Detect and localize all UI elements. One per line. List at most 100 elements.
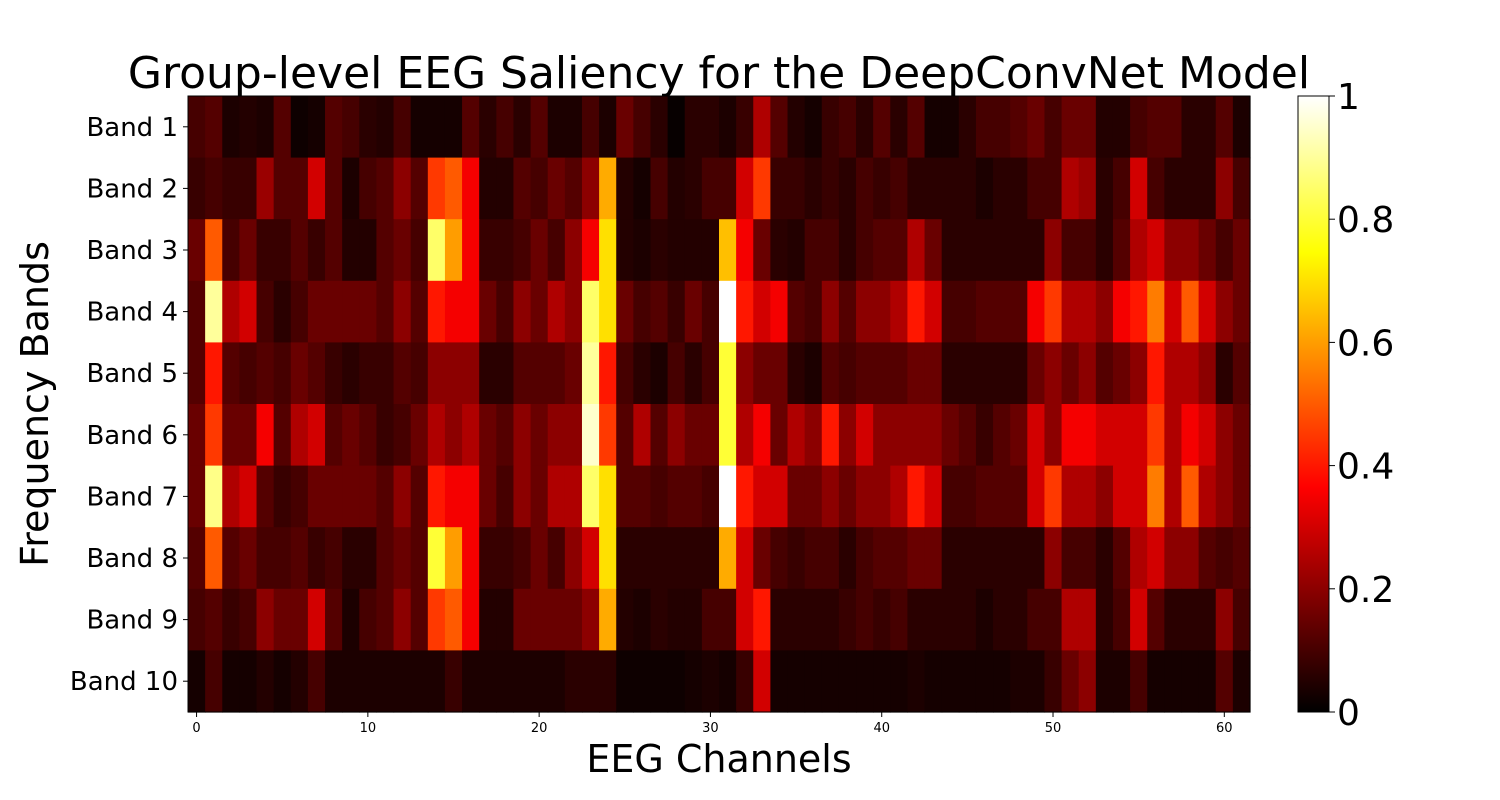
heatmap-cell	[1095, 404, 1114, 467]
heatmap-cell	[1027, 157, 1046, 220]
heatmap-cell	[873, 650, 891, 713]
heatmap-cell	[770, 404, 789, 467]
heatmap-cell	[530, 650, 549, 713]
heatmap-cell	[821, 650, 840, 713]
heatmap-cell	[1164, 527, 1183, 590]
heatmap-cell	[239, 650, 258, 713]
heatmap-cell	[684, 280, 703, 343]
heatmap-cell	[1061, 342, 1080, 405]
heatmap-cell	[1215, 465, 1234, 528]
heatmap-cell	[907, 404, 926, 467]
heatmap-cell	[787, 527, 806, 590]
heatmap-cell	[1130, 342, 1148, 405]
x-axis-ticks: 0 10 20 30 40 50 60	[192, 712, 1233, 736]
heatmap-cell	[1078, 219, 1097, 282]
heatmap-cell	[342, 219, 360, 282]
heatmap-cell	[307, 588, 326, 651]
heatmap-cell	[684, 219, 703, 282]
heatmap-cell	[496, 527, 515, 590]
heatmap-cell	[444, 465, 463, 528]
heatmap-cell	[856, 342, 874, 405]
heatmap-cell	[188, 588, 206, 651]
heatmap-cell	[719, 527, 737, 590]
heatmap-cell	[616, 465, 634, 528]
heatmap-cell	[325, 157, 343, 220]
heatmap-cell	[1164, 96, 1183, 159]
heatmap-cell	[427, 96, 446, 159]
heatmap-cell	[1147, 219, 1165, 282]
heatmap-cell	[222, 96, 240, 159]
heatmap-cell	[719, 280, 737, 343]
heatmap-cell	[890, 157, 909, 220]
heatmap-cell	[256, 219, 275, 282]
heatmap-cell	[1130, 650, 1148, 713]
heatmap-cell	[444, 527, 463, 590]
heatmap-cell	[239, 404, 258, 467]
heatmap-cell	[376, 280, 395, 343]
heatmap-cell	[1027, 465, 1046, 528]
heatmap-cell	[941, 219, 960, 282]
heatmap-cell	[479, 280, 497, 343]
heatmap-cell	[770, 465, 789, 528]
heatmap-cell	[342, 588, 360, 651]
heatmap-cell	[856, 404, 874, 467]
heatmap-cell	[907, 650, 926, 713]
heatmap-cell	[787, 588, 806, 651]
heatmap-cell	[256, 588, 275, 651]
heatmap-cell	[581, 96, 600, 159]
heatmap-cell	[1215, 342, 1234, 405]
heatmap-cell	[359, 650, 378, 713]
heatmap-cell	[941, 96, 960, 159]
heatmap-cell	[736, 650, 754, 713]
heatmap-cell	[325, 219, 343, 282]
heatmap-cell	[239, 527, 258, 590]
heatmap-cell	[958, 465, 977, 528]
heatmap-cell	[188, 404, 206, 467]
heatmap-cell	[547, 588, 566, 651]
heatmap-cell	[581, 157, 600, 220]
heatmap-cell	[975, 588, 994, 651]
heatmap-cell	[222, 404, 240, 467]
heatmap-cell	[239, 465, 258, 528]
heatmap-cell	[513, 342, 532, 405]
heatmap-cell	[804, 527, 823, 590]
y-tick-label: Band 2	[86, 174, 178, 204]
heatmap-cell	[307, 157, 326, 220]
heatmap-cell	[684, 527, 703, 590]
heatmap-cell	[564, 219, 583, 282]
heatmap-cell	[393, 588, 412, 651]
heatmap-cell	[444, 650, 463, 713]
heatmap-cell	[821, 465, 840, 528]
heatmap-cell	[427, 527, 446, 590]
heatmap-cell	[907, 465, 926, 528]
heatmap-cell	[650, 650, 669, 713]
heatmap-cell	[633, 96, 652, 159]
heatmap-cell	[787, 404, 806, 467]
heatmap-cell	[462, 342, 480, 405]
heatmap-cell	[1061, 465, 1080, 528]
heatmap-cell	[890, 650, 909, 713]
heatmap-cell	[342, 96, 360, 159]
heatmap-cell	[890, 342, 909, 405]
heatmap-cell	[1181, 588, 1200, 651]
heatmap-cell	[1010, 588, 1028, 651]
heatmap-cell	[393, 342, 412, 405]
heatmap-cell	[838, 404, 857, 467]
heatmap-cell	[479, 588, 497, 651]
heatmap-cell	[1010, 404, 1028, 467]
x-tick-label: 10	[360, 721, 377, 736]
heatmap-cell	[684, 404, 703, 467]
heatmap-cell	[479, 650, 497, 713]
heatmap-cell	[1232, 527, 1251, 590]
heatmap-cell	[719, 465, 737, 528]
heatmap-cell	[1232, 650, 1251, 713]
heatmap-cell	[342, 404, 360, 467]
heatmap-cell	[667, 588, 686, 651]
y-tick-label: Band 1	[86, 113, 178, 143]
heatmap-cell	[222, 157, 240, 220]
heatmap-cell	[856, 280, 874, 343]
heatmap-cell	[599, 404, 617, 467]
heatmap-cell	[958, 219, 977, 282]
heatmap-cell	[1078, 96, 1097, 159]
heatmap-cell	[890, 588, 909, 651]
